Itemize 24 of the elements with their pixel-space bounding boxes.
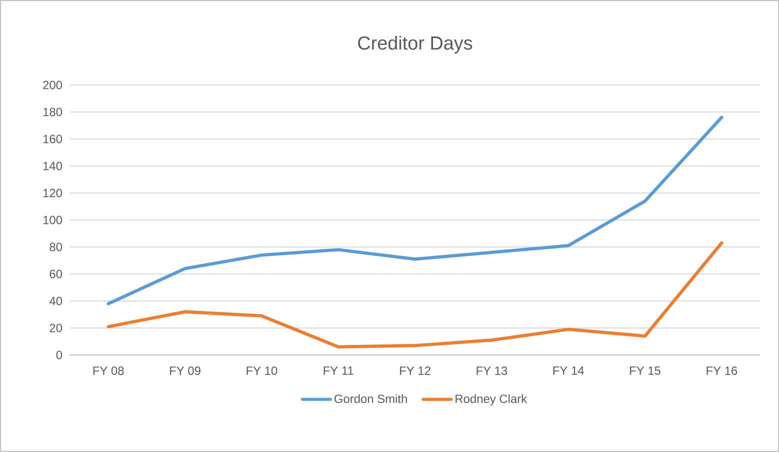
y-tick-label: 120: [43, 188, 62, 198]
y-tick-label: 140: [43, 162, 62, 170]
y-tick-label: 60: [50, 270, 62, 278]
y-tick-label: 160: [43, 134, 62, 144]
x-tick-label: FY 15: [630, 366, 660, 375]
x-tick-label: FY 12: [400, 366, 430, 375]
legend-label: Rodney Clark: [456, 394, 528, 406]
x-tick-label: FY 11: [324, 366, 354, 375]
x-tick-label: FY 10: [246, 366, 278, 375]
y-tick-label: 20: [50, 324, 62, 332]
line-series: [106, 241, 724, 348]
x-tick-label: FY 14: [553, 366, 584, 375]
chart-title: Creditor Days: [358, 36, 472, 54]
y-tick-label: 0: [56, 350, 62, 360]
y-tick-label: 200: [43, 80, 62, 90]
x-tick-label: FY 08: [93, 366, 124, 375]
y-tick-label: 100: [43, 216, 62, 224]
y-tick-label: 80: [50, 242, 62, 252]
legend-label: Gordon Smith: [334, 394, 407, 404]
x-tick-label: FY 16: [706, 366, 738, 375]
x-tick-label: FY 13: [476, 366, 508, 375]
x-tick-label: FY 09: [170, 366, 200, 375]
y-tick-label: 180: [43, 108, 62, 116]
y-tick-label: 40: [49, 296, 62, 306]
